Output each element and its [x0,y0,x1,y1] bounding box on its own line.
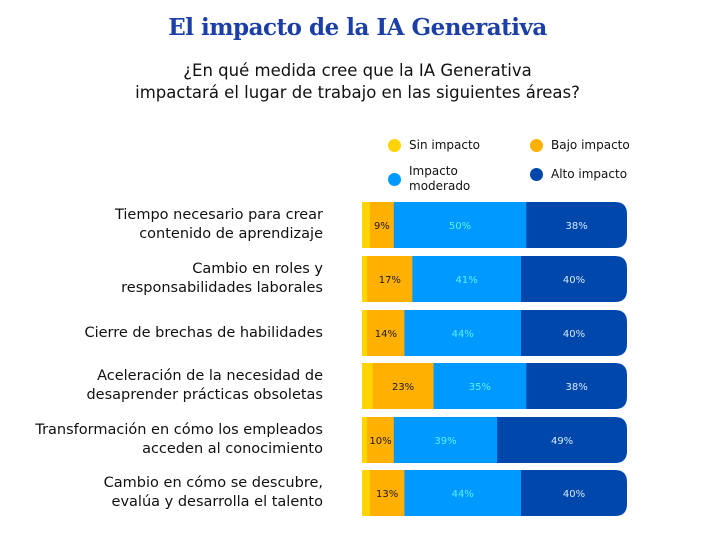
legend-swatch [530,168,543,181]
data-label: 14% [375,329,397,340]
legend-sin-impacto: Sin impacto [388,138,480,153]
bar-segment-sin-impacto [362,256,368,302]
data-label: 41% [456,275,478,286]
bar-row [362,417,627,463]
legend-label-wrap: Impacto moderado [409,164,470,194]
category-label-line: responsabilidades laborales [121,280,323,296]
bar-row [362,256,627,302]
category-label-line: desaprender prácticas obsoletas [86,387,323,403]
bar-segment-sin-impacto [362,310,368,356]
legend-impacto-moderado: Impacto moderado [388,164,470,194]
bar-segment-alto-impacto [497,417,627,463]
legend-swatch [388,139,401,152]
bar-segment-bajo-impacto [372,363,435,409]
legend-label: Alto impacto [551,167,628,181]
bar-segment-bajo-impacto [369,202,395,248]
legend-swatch [530,139,543,152]
category-label-line: Aceleración de la necesidad de [97,368,323,384]
legend-label: Sin impacto [409,138,481,152]
category-label: Transformación en cómo los empleados acce… [0,421,323,459]
bar-segment-sin-impacto [362,363,374,409]
category-label-line: Tiempo necesario para crear [114,207,323,223]
bar-row [362,202,627,248]
chart-title: El impacto de la IA Generativa [168,14,547,41]
category-label: Cambio en roles y responsabilidades labor… [0,260,323,298]
bar-row [362,470,627,516]
bar-segment-alto-impacto [526,202,627,248]
category-label-line: Cambio en roles y [192,261,323,277]
bar-segment-bajo-impacto [369,470,405,516]
legend-swatch [388,172,401,186]
category-label: Aceleración de la necesidad de desaprende… [0,367,323,405]
legend-alto-impacto: Alto impacto [530,167,627,182]
data-label: 17% [379,275,401,286]
bar-segment-alto-impacto [526,363,627,409]
bar-segment-sin-impacto [362,202,371,248]
category-label-line: contenido de aprendizaje [139,226,323,242]
data-label: 9% [374,221,390,232]
data-label: 38% [566,382,588,393]
bar-segment-impacto-moderado [433,363,527,409]
data-label: 50% [449,221,471,232]
data-label: 13% [376,489,398,500]
data-label: 44% [452,489,474,500]
data-label: 40% [563,489,585,500]
bar-segment-bajo-impacto [367,256,413,302]
category-label: Tiempo necesario para crear contenido de … [0,206,323,244]
data-label: 23% [392,382,414,393]
data-label: 38% [566,221,588,232]
legend-label: Impacto [409,164,458,178]
data-label: 44% [452,329,474,340]
data-label: 40% [563,275,585,286]
bar-segment-alto-impacto [521,470,627,516]
bar-segment-alto-impacto [521,256,627,302]
bar-segment-alto-impacto [521,310,627,356]
data-label: 39% [434,436,456,447]
subtitle-line: ¿En qué medida cree que la IA Generativa [183,61,532,80]
bar-row [362,363,627,409]
bar-segment-impacto-moderado [393,202,527,248]
legend-label: moderado [409,179,471,193]
bar-segment-impacto-moderado [404,310,522,356]
category-label-line: Transformación en cómo los empleados [35,422,323,438]
bar-segment-bajo-impacto [367,417,395,463]
legend-label: Bajo impacto [551,138,630,152]
category-label-line: Cierre de brechas de habilidades [84,324,323,341]
data-label: 49% [551,436,573,447]
category-label-line: Cambio en cómo se descubre, [103,475,323,491]
data-label: 10% [369,436,391,447]
subtitle-line: impactará el lugar de trabajo en las sig… [135,83,580,102]
bar-segment-impacto-moderado [404,470,522,516]
bar-row [362,310,627,356]
bar-segment-impacto-moderado [412,256,522,302]
legend-bajo-impacto: Bajo impacto [530,138,630,153]
bar-segment-impacto-moderado [393,417,498,463]
chart-subtitle: ¿En qué medida cree que la IA Generativa… [0,60,715,104]
category-label: Cambio en cómo se descubre, evalúa y desa… [0,474,323,512]
category-label-line: evalúa y desarrolla el talento [111,494,323,510]
bar-segment-sin-impacto [362,417,368,463]
data-label: 35% [469,382,491,393]
category-label-line: acceden al conocimiento [142,441,323,457]
bar-segment-sin-impacto [362,470,371,516]
bar-segment-bajo-impacto [367,310,405,356]
data-label: 40% [563,329,585,340]
category-label: Cierre de brechas de habilidades [0,324,323,343]
